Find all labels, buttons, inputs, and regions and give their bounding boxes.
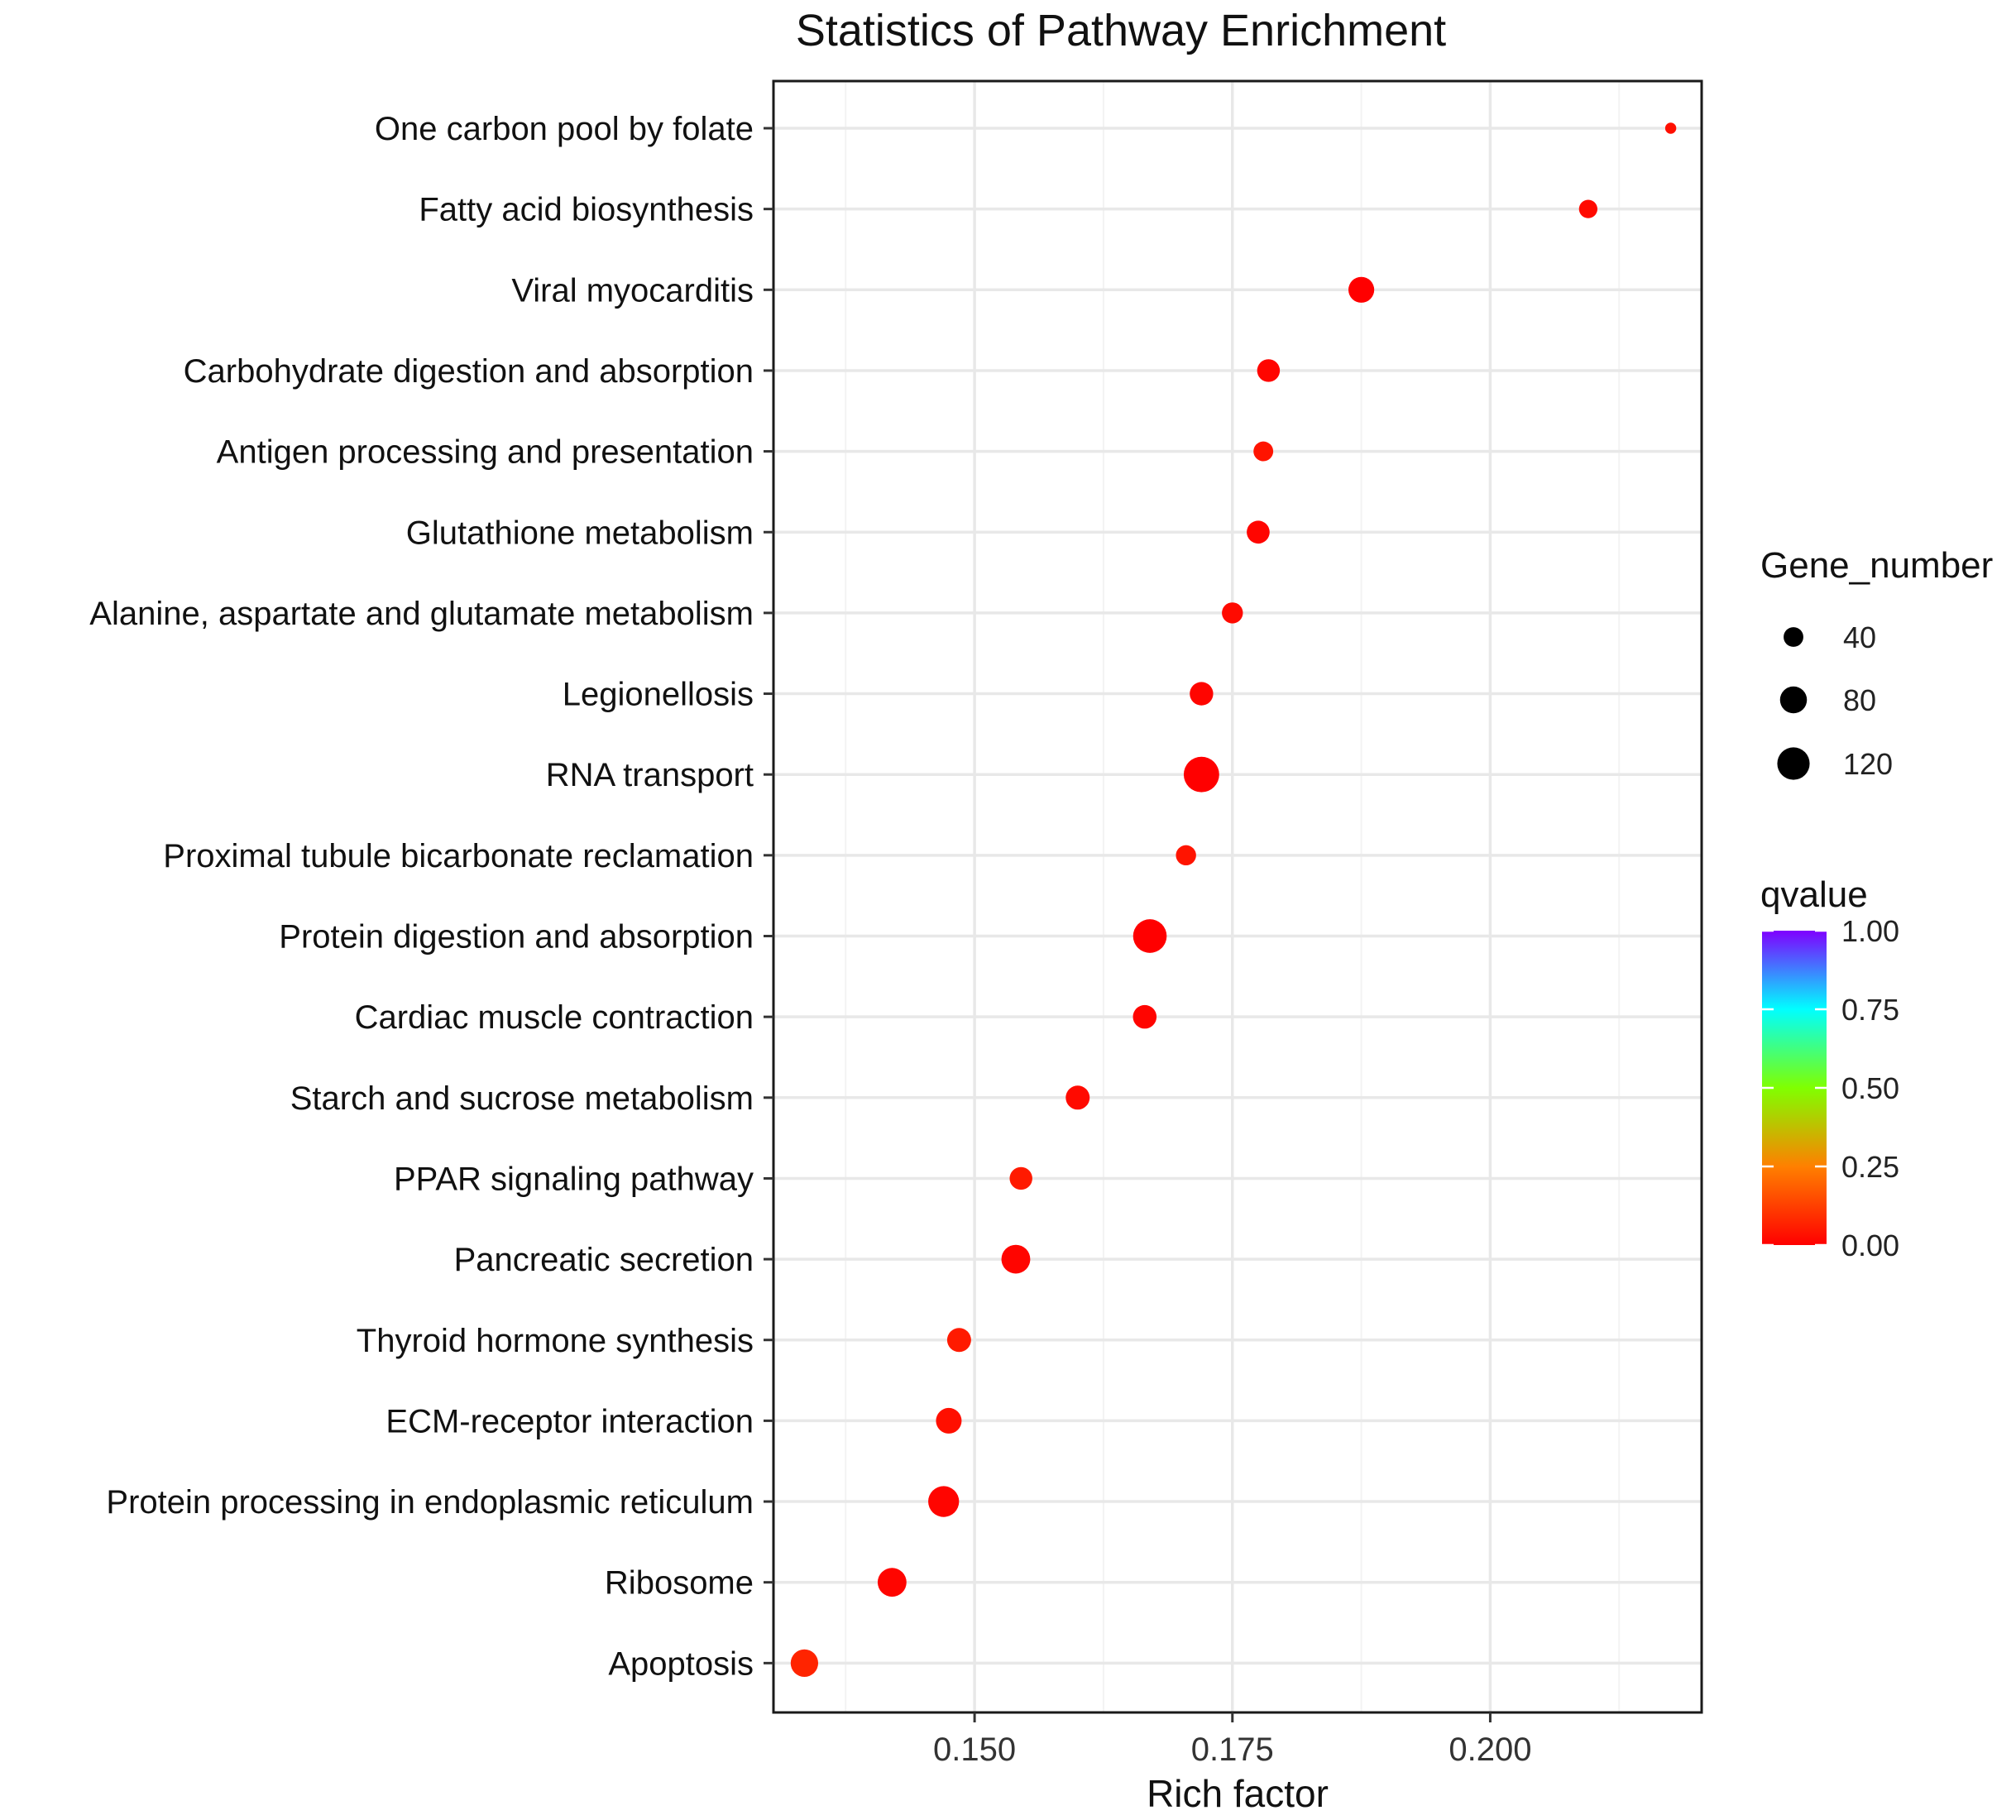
colorbar-label: 0.00: [1841, 1228, 1899, 1262]
size-legend-label: 80: [1843, 683, 1876, 717]
data-point: [1253, 441, 1274, 462]
size-legend-key: [1777, 747, 1810, 780]
y-tick-label: One carbon pool by folate: [375, 111, 754, 147]
y-tick-label: Legionellosis: [563, 677, 754, 713]
y-tick-label: RNA transport: [546, 757, 754, 793]
data-point: [1578, 199, 1597, 218]
data-point: [1009, 1166, 1032, 1190]
data-point: [1247, 520, 1270, 544]
y-tick-label: PPAR signaling pathway: [394, 1161, 754, 1197]
colorbar-label: 1.00: [1841, 914, 1899, 948]
y-tick-label: Glutathione metabolism: [406, 515, 754, 551]
data-point: [1176, 845, 1196, 866]
data-point: [946, 1328, 971, 1353]
size-legend-key: [1779, 686, 1808, 714]
qvalue-legend: qvalue 1.00 0.75 0.50 0.25 0.00: [1760, 874, 1899, 1262]
y-tick-label: Carbohydrate digestion and absorption: [184, 353, 754, 390]
data-point: [928, 1486, 960, 1517]
y-tick-label: Apoptosis: [608, 1645, 754, 1682]
y-tick-label: Cardiac muscle contraction: [355, 999, 754, 1036]
data-points: [790, 122, 1677, 1677]
data-point: [1190, 682, 1214, 706]
y-tick-label: Fatty acid biosynthesis: [419, 192, 754, 228]
colorbar-label: 0.50: [1841, 1071, 1899, 1105]
x-tick-label: 0.200: [1449, 1731, 1531, 1768]
y-tick-label: Alanine, aspartate and glutamate metabol…: [89, 596, 754, 632]
y-tick-label: Proximal tubule bicarbonate reclamation: [163, 838, 754, 874]
y-tick-label: Ribosome: [605, 1565, 754, 1602]
size-legend-key: [1784, 627, 1803, 647]
data-point: [1348, 276, 1375, 303]
grid-lines: [773, 81, 1702, 1712]
y-tick-label: Antigen processing and presentation: [217, 434, 754, 471]
data-point: [1222, 602, 1243, 624]
y-tick-label: Starch and sucrose metabolism: [290, 1080, 754, 1117]
data-point: [1257, 359, 1281, 382]
y-tick-label: Protein digestion and absorption: [279, 919, 754, 956]
y-tick-label: Pancreatic secretion: [454, 1242, 754, 1278]
size-legend-label: 40: [1843, 620, 1876, 654]
x-axis: 0.150 0.175 0.200: [933, 1712, 1531, 1768]
data-point: [1133, 1004, 1157, 1029]
colorbar-label: 0.25: [1841, 1150, 1899, 1184]
colorbar-label: 0.75: [1841, 993, 1899, 1027]
data-point: [877, 1568, 907, 1597]
y-axis: One carbon pool by folate Fatty acid bios…: [89, 111, 773, 1682]
data-point: [1664, 122, 1677, 134]
data-point: [936, 1407, 962, 1434]
data-point: [1133, 919, 1167, 953]
plot-panel-border: [772, 79, 1703, 1714]
data-point: [1001, 1244, 1031, 1274]
data-point: [1183, 756, 1219, 793]
y-tick-label: Viral myocarditis: [511, 272, 754, 309]
x-axis-title: Rich factor: [1147, 1772, 1329, 1815]
x-tick-label: 0.175: [1191, 1731, 1274, 1768]
data-point: [1065, 1085, 1090, 1110]
gene-number-legend-title: Gene_number: [1760, 545, 1993, 586]
y-tick-label: ECM-receptor interaction: [385, 1403, 754, 1439]
x-tick-label: 0.150: [933, 1731, 1016, 1768]
size-legend-label: 120: [1843, 747, 1893, 781]
chart-title: Statistics of Pathway Enrichment: [796, 6, 1446, 55]
y-tick-label: Protein processing in endoplasmic reticu…: [106, 1484, 754, 1521]
qvalue-legend-title: qvalue: [1760, 874, 1868, 915]
gene-number-legend: Gene_number 40 80 120: [1760, 545, 1993, 781]
y-tick-label: Thyroid hormone synthesis: [357, 1323, 754, 1359]
data-point: [790, 1649, 819, 1677]
